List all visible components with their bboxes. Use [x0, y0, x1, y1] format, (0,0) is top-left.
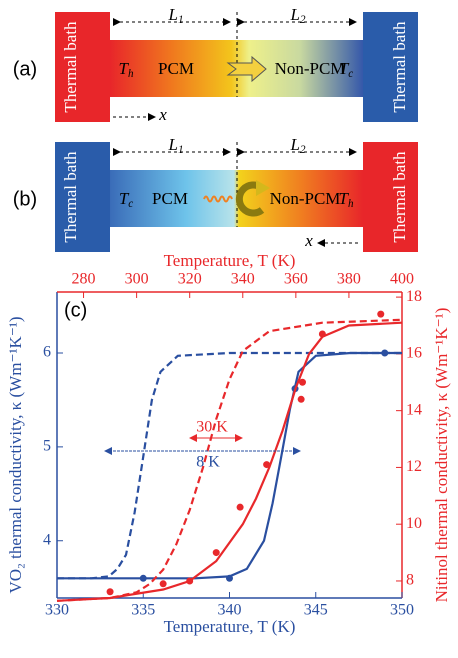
curve: [57, 351, 402, 580]
y2-tick-label: 16: [406, 345, 422, 362]
x2-tick-label: 340: [231, 271, 255, 288]
data-point: [236, 503, 244, 511]
non-pcm-label: Non-PCM: [270, 189, 341, 208]
data-point: [139, 574, 147, 582]
chart: 330 335 340 345 350 280 300 320 340 360 380 400 4 5 6 8…: [6, 251, 451, 636]
flow-arrow: [226, 55, 267, 83]
x2-tick-label: 400: [390, 271, 414, 288]
temp-label-main: T: [339, 189, 350, 208]
length-label: L2: [290, 135, 306, 156]
x2-tick-label: 320: [178, 271, 202, 288]
y2-tick-label: 12: [406, 458, 422, 475]
bath-label: Thermal bath: [61, 21, 80, 113]
x2-tick-label: 280: [72, 271, 96, 288]
x-tick-label: 345: [304, 602, 328, 619]
data-point: [377, 310, 385, 318]
length-label-sub: 2: [300, 144, 306, 156]
length-label: L1: [168, 135, 184, 156]
data-point: [263, 461, 271, 469]
y2-axis-label: Nitinol thermal conductivity, κ (Wm⁻¹K⁻¹…: [432, 308, 451, 603]
x-axis-label: Temperature, T (K): [164, 617, 296, 636]
x-tick-label: 340: [218, 602, 242, 619]
data-point: [106, 588, 114, 596]
x-label: x: [158, 105, 167, 124]
pcm-label: PCM: [152, 189, 188, 208]
x2-tick-label: 360: [284, 271, 308, 288]
temp-label: Th: [339, 189, 354, 210]
temp-label-main: T: [339, 59, 350, 78]
length-label: L1: [168, 5, 184, 26]
data-point: [381, 349, 389, 357]
thermal-bath: [363, 142, 418, 252]
bath-label: Thermal bath: [61, 151, 80, 243]
curve: [56, 318, 403, 602]
data-point: [298, 378, 306, 386]
data-point: [318, 330, 326, 338]
y2-tick-label: 14: [406, 401, 422, 418]
panel-label: (a): [13, 58, 37, 80]
temp-label-sub: c: [128, 198, 133, 210]
block-arrow-head: [256, 180, 270, 196]
annotation: 8 K: [196, 454, 220, 471]
temp-label-main: T: [119, 59, 130, 78]
temp-label-sub: c: [348, 68, 353, 80]
thermal-bath: [363, 12, 418, 122]
block-arrow: [235, 181, 265, 217]
thermal-bath: [55, 142, 110, 252]
length-label-main: L: [168, 5, 178, 24]
x-label: x: [304, 231, 313, 250]
bath-label: Thermal bath: [390, 151, 409, 243]
length-label-sub: 1: [178, 144, 184, 156]
temp-label-sub: h: [348, 198, 354, 210]
length-label-sub: 2: [300, 14, 306, 26]
y-tick-label: 4: [43, 531, 51, 548]
y-tick-label: 5: [43, 438, 51, 455]
data-point: [186, 577, 194, 585]
pcm-label: PCM: [158, 59, 194, 78]
curve: [56, 321, 403, 602]
annotation: 30 K: [196, 419, 228, 436]
data-point: [212, 549, 220, 557]
non-pcm-label: Non-PCM: [275, 59, 346, 78]
x2-tick-label: 380: [337, 271, 361, 288]
y2-tick-label: 8: [406, 572, 414, 589]
temp-label-sub: h: [128, 68, 134, 80]
temp-label: Tc: [339, 59, 353, 80]
y-axis-label: VO₂ thermal conductivity, κ (Wm⁻¹K⁻¹): [6, 316, 25, 593]
data-point: [297, 395, 305, 403]
temp-label: Tc: [119, 189, 133, 210]
x2-axis-label: Temperature, T (K): [164, 251, 296, 270]
y2-tick-label: 18: [406, 288, 422, 305]
data-point: [159, 580, 167, 588]
x2-tick-label: 300: [125, 271, 149, 288]
y2-tick-label: 10: [406, 515, 422, 532]
panel-label: (b): [13, 188, 37, 210]
x-tick-label: 350: [390, 602, 414, 619]
length-label: L2: [290, 5, 306, 26]
bath-label: Thermal bath: [390, 21, 409, 113]
x-tick-label: 335: [131, 602, 155, 619]
spring: [203, 195, 233, 203]
x-tick-label: 330: [45, 602, 69, 619]
temp-label-main: T: [119, 189, 130, 208]
y-tick-label: 6: [43, 344, 51, 361]
temp-label: Th: [119, 59, 134, 80]
length-label-sub: 1: [178, 14, 184, 26]
panel-label: (c): [64, 299, 87, 321]
length-label-main: L: [290, 5, 300, 24]
data-point: [226, 574, 233, 582]
thermal-bath: [55, 12, 110, 122]
length-label-main: L: [168, 135, 178, 154]
length-label-main: L: [290, 135, 300, 154]
